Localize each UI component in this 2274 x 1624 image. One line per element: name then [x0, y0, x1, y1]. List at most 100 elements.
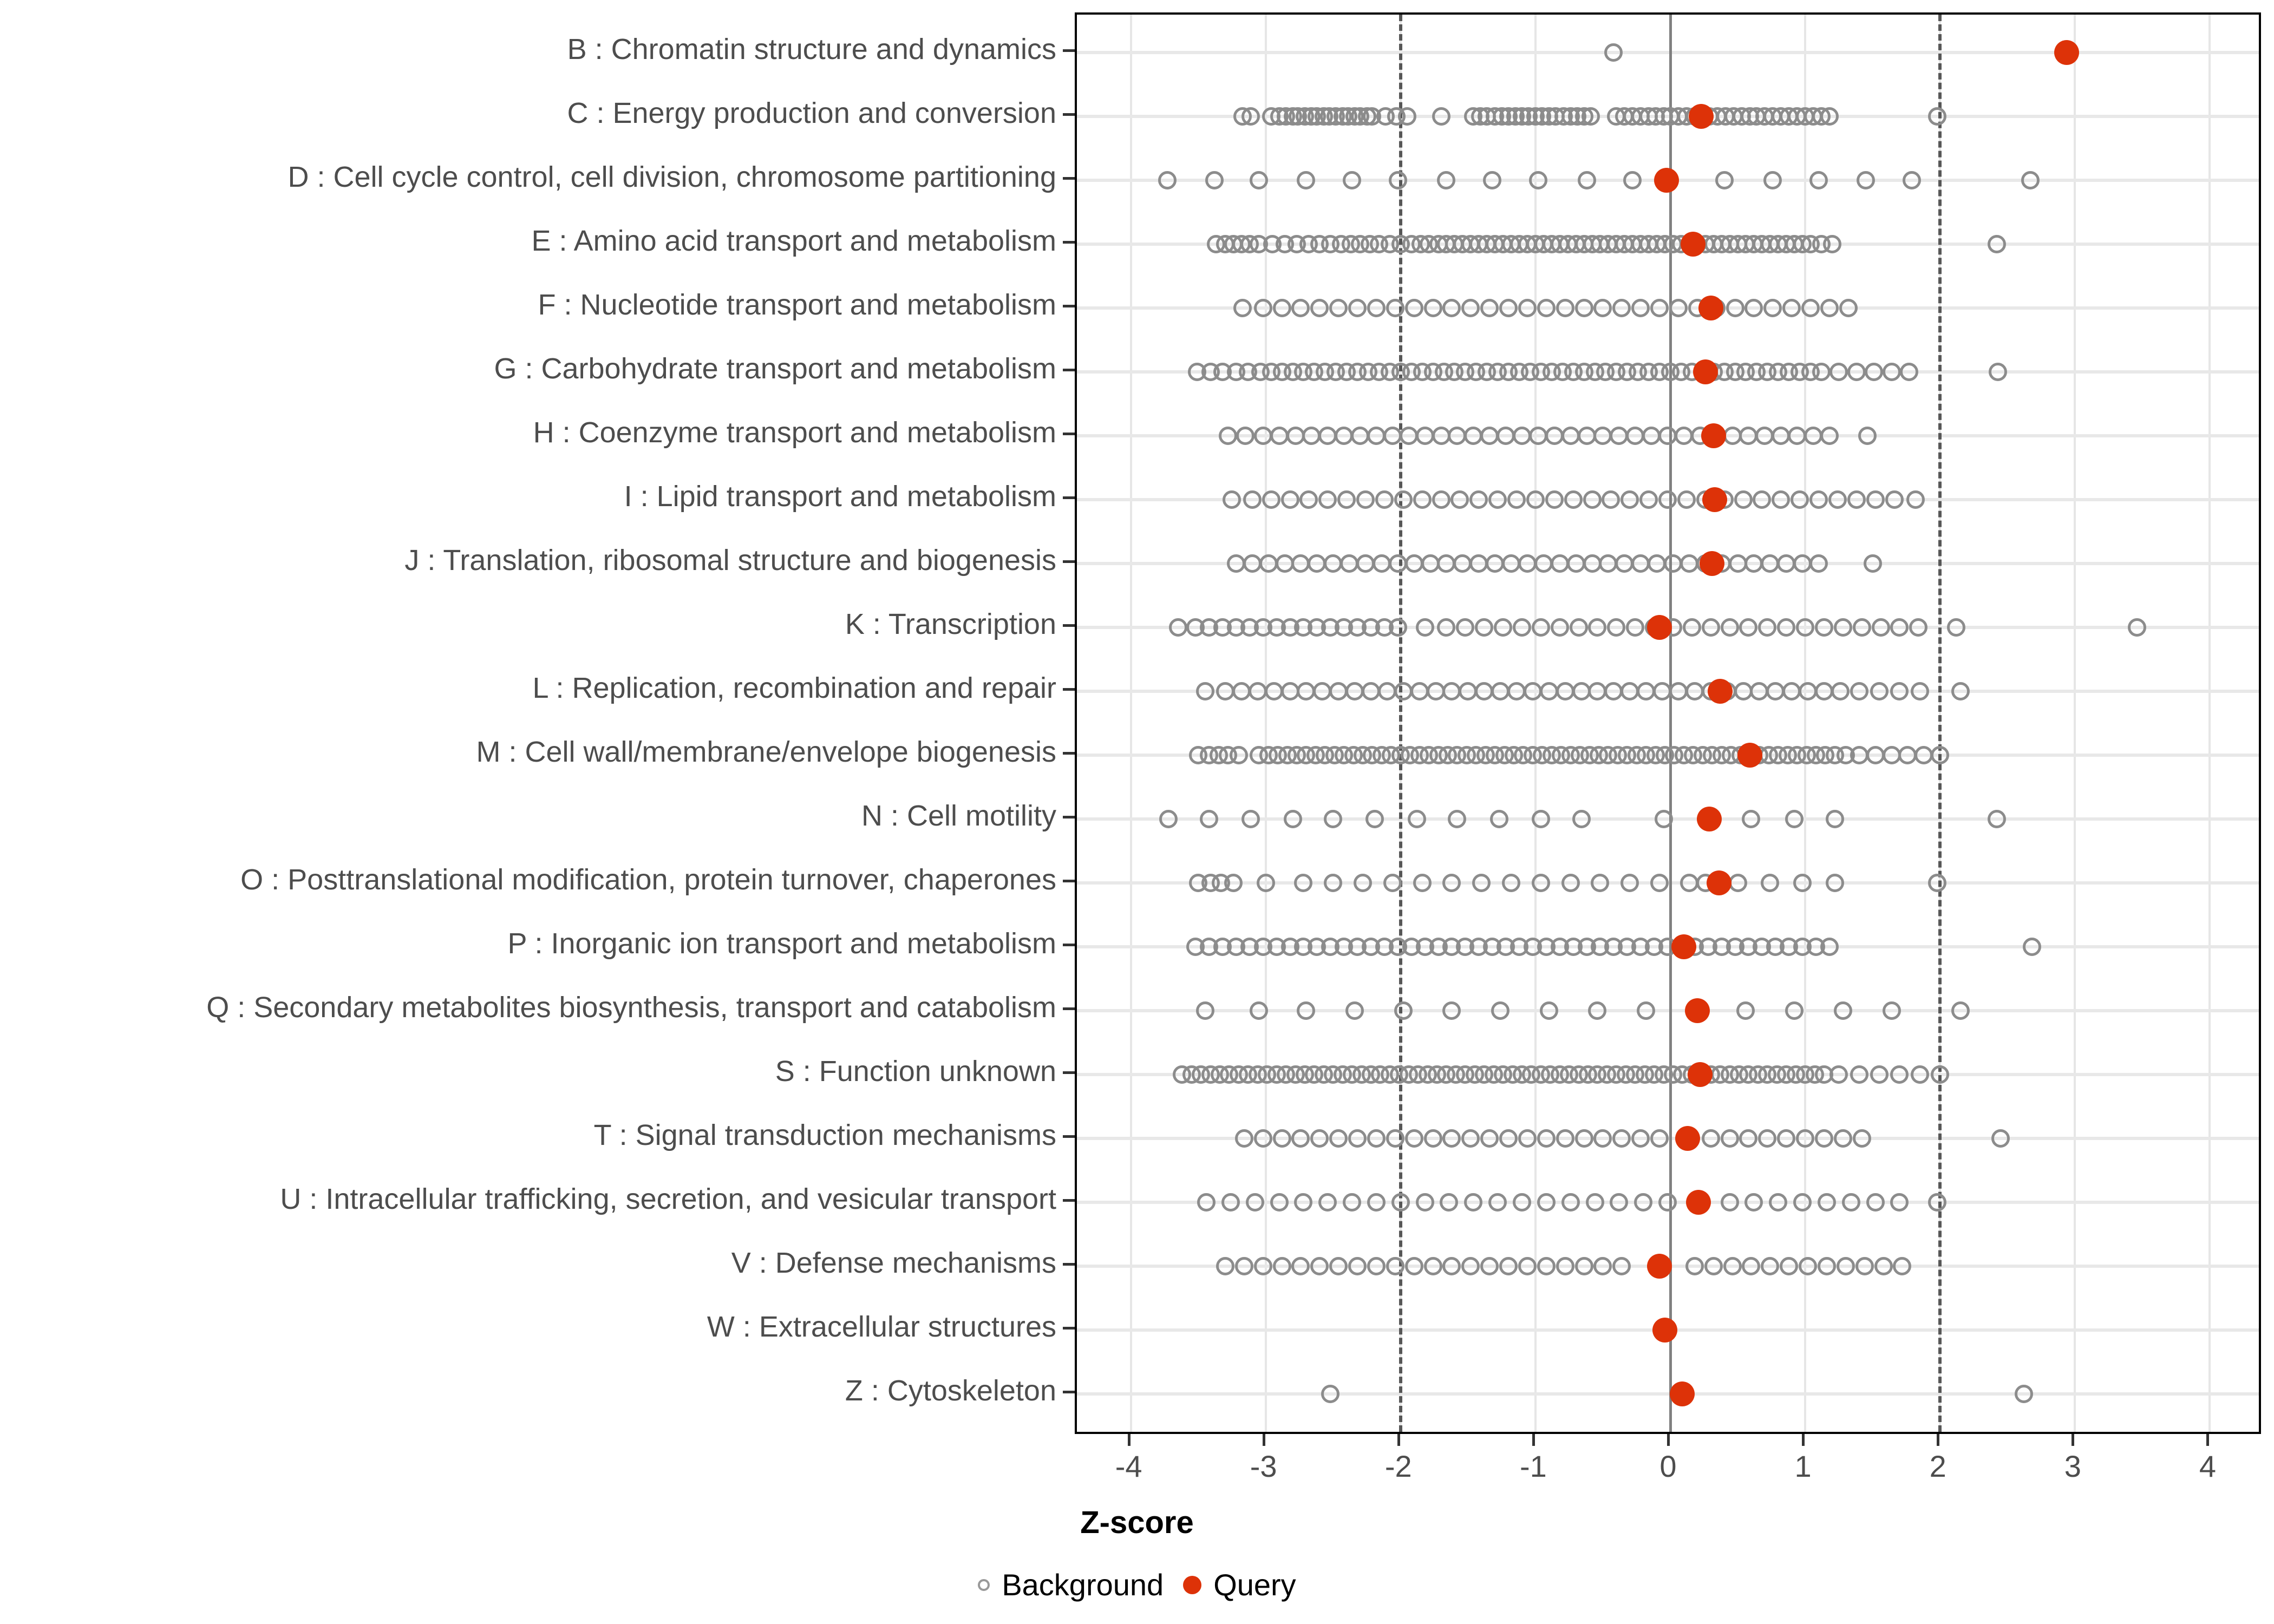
- background-point: [1870, 682, 1889, 700]
- background-point: [1833, 1001, 1852, 1020]
- background-point: [1426, 682, 1445, 700]
- background-point: [1464, 1193, 1483, 1212]
- background-point: [1785, 1001, 1804, 1020]
- background-point: [1226, 554, 1245, 573]
- background-point: [1365, 810, 1384, 828]
- y-axis-tick: [1063, 369, 1075, 371]
- y-axis-tick: [1063, 177, 1075, 180]
- y-axis-tick: [1063, 113, 1075, 116]
- background-point: [1480, 1257, 1499, 1275]
- background-point: [1197, 1193, 1216, 1212]
- background-point: [1847, 490, 1866, 509]
- background-point: [1539, 1001, 1558, 1020]
- background-point: [1820, 107, 1839, 126]
- background-point: [1829, 1065, 1848, 1084]
- background-point: [1310, 1257, 1329, 1275]
- background-point: [1486, 554, 1505, 573]
- background-point: [1820, 938, 1839, 956]
- open-circle-icon: [978, 1579, 990, 1591]
- background-point: [1572, 682, 1591, 700]
- background-point: [1483, 171, 1502, 189]
- background-point: [1669, 299, 1688, 317]
- y-axis-label: G : Carbohydrate transport and metabolis…: [494, 352, 1057, 385]
- x-axis-tick: [1532, 1434, 1535, 1446]
- background-point: [1825, 810, 1844, 828]
- background-point: [1566, 554, 1585, 573]
- background-point: [1270, 1193, 1289, 1212]
- background-point: [1291, 554, 1310, 573]
- background-point: [1572, 810, 1591, 828]
- background-point: [1272, 1129, 1291, 1148]
- background-point: [1825, 874, 1844, 892]
- background-point: [1682, 618, 1701, 637]
- threshold-line: [1938, 15, 1942, 1432]
- background-point: [1456, 618, 1475, 637]
- background-point: [1612, 1129, 1631, 1148]
- background-point: [1512, 1193, 1531, 1212]
- background-point: [1890, 1065, 1909, 1084]
- background-point: [1375, 490, 1394, 509]
- background-point: [1488, 1193, 1507, 1212]
- background-point: [1388, 554, 1407, 573]
- background-point: [1383, 874, 1402, 892]
- background-point: [1241, 810, 1260, 828]
- background-point: [1245, 1193, 1264, 1212]
- background-point: [1437, 554, 1456, 573]
- background-point: [1367, 427, 1386, 445]
- x-axis-tick-label: 3: [2064, 1449, 2081, 1483]
- background-point: [1780, 1257, 1799, 1275]
- background-point: [1610, 1193, 1629, 1212]
- background-point: [1480, 299, 1499, 317]
- background-point: [1475, 682, 1494, 700]
- background-point: [1168, 618, 1187, 637]
- background-point: [1899, 363, 1918, 381]
- background-point: [1448, 810, 1467, 828]
- query-point: [1686, 1190, 1711, 1215]
- background-point: [1791, 490, 1809, 509]
- y-axis-label: I : Lipid transport and metabolism: [624, 480, 1056, 513]
- background-point: [1777, 1129, 1796, 1148]
- background-point: [1685, 1257, 1704, 1275]
- background-point: [1340, 554, 1359, 573]
- x-axis-tick-label: -2: [1384, 1449, 1412, 1483]
- background-point: [1753, 490, 1772, 509]
- background-point: [1772, 490, 1791, 509]
- background-point: [1539, 682, 1558, 700]
- background-point: [1588, 1001, 1607, 1020]
- y-axis-tick: [1063, 688, 1075, 691]
- background-point: [1537, 1257, 1556, 1275]
- legend-label-query: Query: [1213, 1568, 1296, 1602]
- y-axis-tick: [1063, 560, 1075, 563]
- background-point: [1809, 171, 1828, 189]
- background-point: [1947, 618, 1966, 637]
- background-point: [1987, 810, 2006, 828]
- background-point: [1531, 618, 1550, 637]
- background-point: [1410, 682, 1429, 700]
- background-point: [1801, 299, 1820, 317]
- background-point: [1634, 1193, 1653, 1212]
- query-point: [1737, 743, 1762, 768]
- background-point: [1793, 874, 1812, 892]
- query-point: [1647, 615, 1672, 640]
- plot-panel: [1075, 12, 2261, 1434]
- background-point: [1858, 427, 1877, 445]
- background-point: [1442, 299, 1461, 317]
- background-point: [1639, 490, 1658, 509]
- query-point: [1681, 232, 1706, 257]
- background-point: [1518, 554, 1537, 573]
- background-point: [1348, 299, 1367, 317]
- background-point: [1367, 1193, 1386, 1212]
- background-point: [1394, 1001, 1413, 1020]
- background-point: [1626, 427, 1645, 445]
- background-point: [1758, 618, 1777, 637]
- y-axis-tick: [1063, 1263, 1075, 1266]
- background-point: [1556, 1257, 1574, 1275]
- background-point: [1461, 299, 1480, 317]
- background-point: [1841, 1193, 1860, 1212]
- background-point: [1822, 235, 1841, 253]
- background-point: [1910, 682, 1929, 700]
- background-point: [1469, 554, 1488, 573]
- background-point: [1817, 1193, 1836, 1212]
- query-point: [1654, 168, 1679, 193]
